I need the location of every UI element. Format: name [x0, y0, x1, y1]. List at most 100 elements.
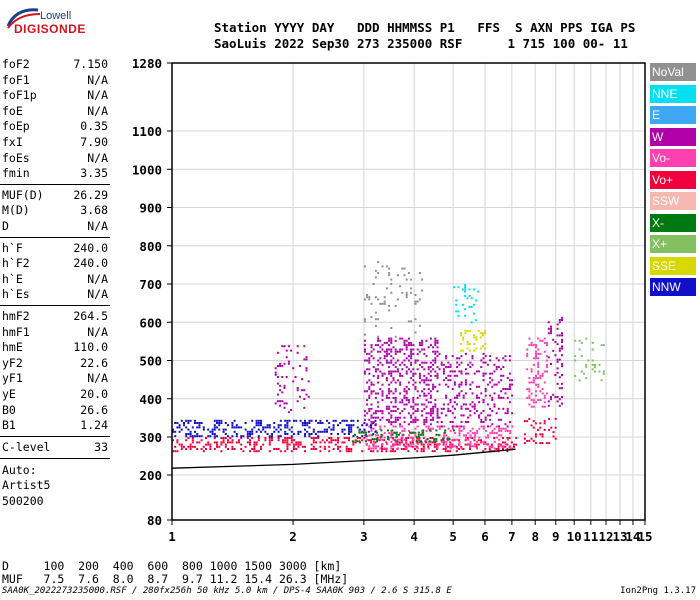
echo-point [436, 421, 439, 424]
echo-point [429, 437, 432, 439]
echo-point [372, 438, 375, 441]
echo-point [497, 445, 500, 448]
echo-point [367, 430, 370, 433]
echo-point [407, 401, 410, 404]
echo-point [537, 363, 540, 366]
echo-point [556, 360, 559, 363]
echo-point [489, 394, 492, 397]
echo-point [464, 392, 467, 395]
echo-point [550, 325, 552, 328]
echo-point [304, 419, 306, 422]
echo-point [383, 439, 386, 442]
echo-point [385, 450, 388, 453]
echo-point [500, 368, 503, 371]
echo-point [405, 339, 408, 342]
echo-point [352, 419, 355, 422]
echo-point [464, 295, 467, 297]
echo-point [363, 348, 366, 351]
echo-point [585, 377, 588, 380]
echo-point [366, 399, 369, 402]
echo-point [484, 332, 487, 335]
echo-point [268, 437, 271, 439]
echo-point [348, 450, 350, 453]
echo-point [458, 432, 461, 435]
echo-point [394, 401, 397, 404]
x-tick-label: 15 [637, 529, 652, 544]
param-name: D [2, 219, 9, 233]
echo-point [418, 344, 421, 347]
echo-point [301, 389, 304, 392]
echo-point [213, 437, 216, 439]
echo-point [502, 441, 504, 444]
echo-point [469, 434, 472, 437]
echo-point [539, 422, 542, 425]
echo-point [543, 337, 546, 340]
echo-point [429, 418, 432, 421]
echo-point [421, 390, 424, 393]
echo-point [453, 286, 456, 289]
echo-point [460, 381, 463, 384]
echo-point [558, 349, 561, 352]
echo-point [532, 344, 535, 347]
echo-point [554, 437, 557, 440]
echo-point [293, 445, 295, 448]
echo-point [401, 401, 404, 404]
echo-point [495, 448, 498, 450]
echo-point [412, 396, 415, 399]
echo-point [317, 437, 320, 439]
footer-file-info: SAA0K_2022273235000.RSF / 280fx256h 50 k… [2, 586, 452, 596]
echo-point [394, 381, 397, 384]
echo-point [415, 440, 418, 443]
echo-point [218, 424, 221, 427]
param-name: foF2 [2, 57, 30, 71]
echo-point [216, 422, 218, 424]
echo-point [535, 346, 537, 349]
echo-point [366, 423, 369, 426]
echo-point [410, 320, 413, 323]
echo-point [281, 400, 284, 403]
echo-point [464, 286, 467, 289]
echo-point [583, 372, 585, 375]
echo-point [246, 437, 249, 439]
echo-point [287, 411, 290, 414]
echo-point [471, 401, 474, 404]
echo-point [381, 390, 384, 393]
echo-point [403, 429, 406, 432]
echo-point [249, 433, 251, 435]
echo-point [312, 448, 315, 450]
echo-point [543, 381, 546, 384]
echo-point [434, 341, 437, 344]
echo-point [407, 423, 410, 426]
echo-point [377, 261, 380, 264]
echo-point [442, 448, 445, 450]
echo-point [587, 359, 590, 362]
echo-point [558, 334, 561, 337]
echo-point [209, 443, 212, 446]
echo-point [238, 426, 240, 429]
echo-point [449, 450, 452, 453]
echo-point [440, 407, 443, 410]
echo-point [388, 337, 391, 340]
echo-point [416, 390, 419, 393]
echo-point [231, 424, 234, 427]
echo-point [550, 330, 552, 332]
echo-point [350, 430, 353, 433]
echo-point [216, 441, 218, 444]
echo-point [434, 385, 437, 388]
echo-point [370, 316, 373, 318]
echo-point [330, 437, 333, 439]
echo-point [561, 319, 563, 321]
echo-point [312, 437, 315, 439]
echo-point [464, 290, 467, 293]
echo-point [399, 381, 402, 384]
clevel-value: 33 [94, 439, 108, 454]
param-row: hmE 110.0 [2, 340, 108, 355]
echo-point [506, 443, 509, 446]
echo-point [438, 425, 441, 428]
echo-point [425, 412, 428, 415]
echo-point [489, 445, 492, 448]
echo-point [377, 368, 380, 371]
echo-point [537, 361, 540, 364]
echo-point [449, 363, 452, 366]
echo-point [467, 407, 470, 410]
